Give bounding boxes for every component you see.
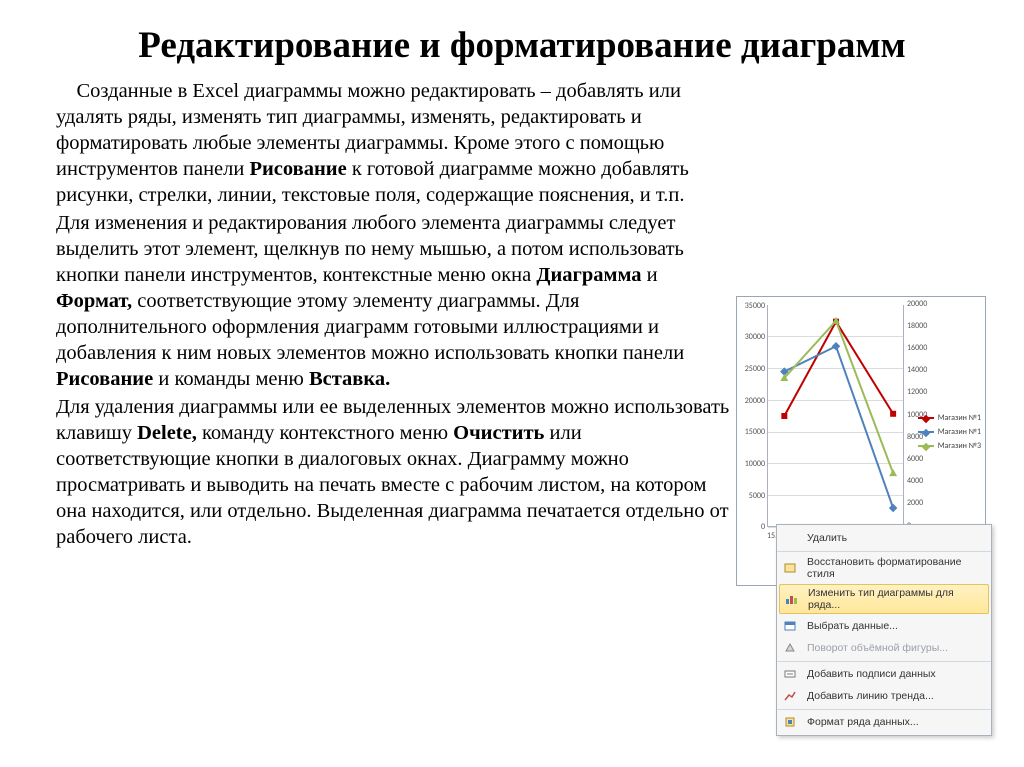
plot-area <box>767 305 903 527</box>
y1-axis-labels: 35000300002500020000150001000050000 <box>741 301 765 527</box>
chart-legend: Магазин №1Магазин №1Магазин №3 <box>918 409 981 455</box>
menu-item[interactable]: Поворот объёмной фигуры... <box>777 637 991 659</box>
labels-icon <box>781 666 799 682</box>
page-title: Редактирование и форматирование диаграмм <box>56 24 988 68</box>
menu-item-label: Изменить тип диаграммы для ряда... <box>808 587 982 611</box>
menu-item-label: Добавить линию тренда... <box>807 690 934 702</box>
chart-icon <box>782 591 800 607</box>
select-icon <box>781 618 799 634</box>
menu-item-label: Восстановить форматирование стиля <box>807 556 983 580</box>
menu-item-label: Добавить подписи данных <box>807 668 936 680</box>
paragraph-2: Для изменения и редактирования любого эл… <box>56 210 730 392</box>
menu-item[interactable]: Выбрать данные... <box>777 615 991 637</box>
format-icon <box>781 714 799 730</box>
trend-icon <box>781 688 799 704</box>
menu-item[interactable]: Формат ряда данных... <box>777 709 991 733</box>
menu-item[interactable]: Удалить <box>777 527 991 549</box>
menu-item-label: Поворот объёмной фигуры... <box>807 642 948 654</box>
3d-icon <box>781 640 799 656</box>
menu-item[interactable]: Изменить тип диаграммы для ряда... <box>779 584 989 614</box>
blank-icon <box>781 530 799 546</box>
menu-item[interactable]: Добавить подписи данных <box>777 661 991 685</box>
menu-item-label: Удалить <box>807 532 847 544</box>
paragraph-3: Для удаления диаграммы или ее выделенных… <box>56 394 730 550</box>
menu-item[interactable]: Восстановить форматирование стиля <box>777 551 991 583</box>
paragraph-1: Созданные в Excel диаграммы можно редакт… <box>56 78 730 208</box>
body-text: Созданные в Excel диаграммы можно редакт… <box>56 78 730 586</box>
menu-item-label: Выбрать данные... <box>807 620 898 632</box>
reset-icon <box>781 560 799 576</box>
context-menu[interactable]: Удалить Восстановить форматирование стиля… <box>776 524 992 736</box>
menu-item-label: Формат ряда данных... <box>807 716 919 728</box>
menu-item[interactable]: Добавить линию тренда... <box>777 685 991 707</box>
